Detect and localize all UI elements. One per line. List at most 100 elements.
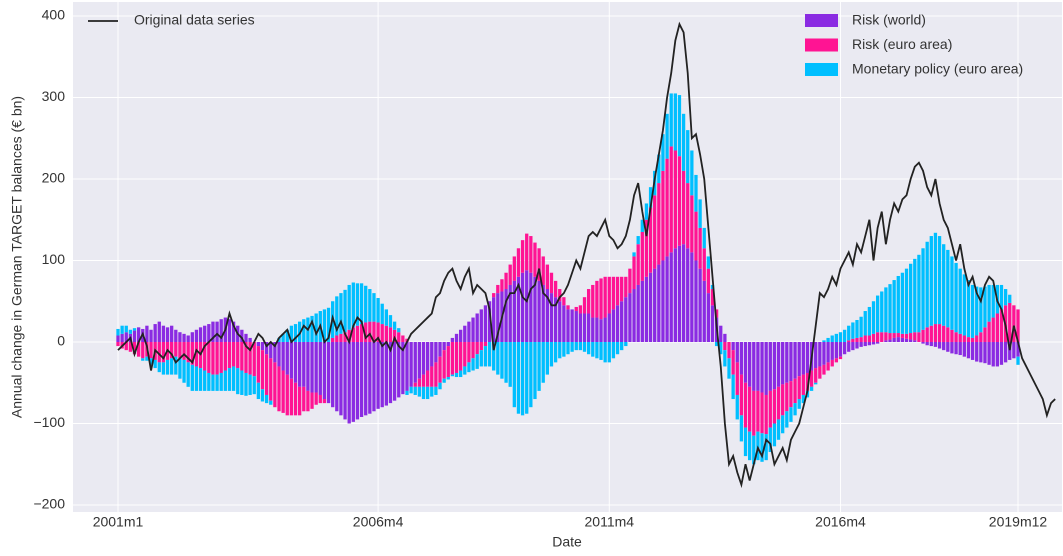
bar — [690, 195, 694, 253]
bar — [161, 342, 166, 363]
bar — [541, 342, 545, 383]
bar — [698, 199, 702, 228]
bar — [702, 248, 706, 281]
bar — [690, 252, 694, 342]
bar — [855, 337, 859, 342]
bar — [566, 342, 570, 355]
bar — [913, 258, 917, 333]
bar — [194, 366, 199, 391]
bar — [508, 342, 512, 387]
bar — [277, 366, 281, 412]
bar — [677, 95, 682, 157]
bar — [442, 342, 446, 351]
legend-swatch — [805, 63, 838, 76]
bar — [657, 264, 661, 342]
bar — [141, 342, 145, 359]
bar — [644, 276, 649, 342]
bar — [748, 386, 752, 432]
bar — [871, 301, 876, 334]
bar — [942, 325, 946, 342]
bar — [975, 342, 979, 362]
bar — [425, 342, 430, 371]
bar — [190, 342, 194, 365]
bar — [871, 342, 876, 345]
bar — [479, 309, 483, 342]
bar — [549, 272, 554, 294]
bar — [215, 342, 219, 375]
bar — [281, 342, 285, 371]
bar — [1016, 342, 1020, 357]
legend-label: Risk (euro area) — [852, 36, 952, 52]
bar — [298, 386, 302, 416]
bar — [331, 342, 335, 408]
bar — [834, 358, 838, 363]
bar — [260, 350, 265, 390]
bar — [409, 342, 413, 387]
bar — [764, 342, 768, 395]
bar — [979, 342, 983, 363]
bar — [397, 328, 401, 333]
bar — [958, 333, 962, 342]
bar — [219, 319, 223, 342]
bar — [921, 342, 925, 344]
bar — [260, 342, 265, 351]
bar — [628, 293, 632, 342]
bar — [962, 274, 966, 336]
bar — [475, 342, 479, 355]
bar — [364, 322, 368, 342]
bar — [397, 342, 401, 398]
bar — [743, 427, 748, 457]
bar — [603, 317, 607, 342]
bar — [454, 372, 459, 378]
bar — [223, 342, 227, 371]
bar — [842, 342, 847, 355]
bar — [838, 342, 843, 357]
bar — [545, 264, 550, 290]
bar — [975, 286, 979, 336]
bar — [723, 333, 727, 342]
bar — [1008, 294, 1012, 303]
bar — [909, 333, 913, 340]
bar — [384, 309, 388, 326]
bar — [231, 321, 236, 342]
bar — [124, 332, 128, 342]
bar — [620, 276, 624, 302]
bar — [533, 342, 537, 400]
bar — [558, 301, 562, 342]
bar — [582, 313, 587, 342]
bar — [706, 256, 711, 269]
bar — [285, 374, 289, 416]
bar — [801, 342, 805, 375]
bar — [863, 311, 867, 336]
bar — [607, 313, 611, 342]
bar — [471, 317, 475, 342]
bar — [797, 376, 801, 400]
bar — [562, 342, 566, 357]
bar — [669, 146, 673, 253]
bar — [987, 284, 991, 322]
bar — [425, 370, 430, 387]
bar — [533, 242, 537, 277]
bar — [582, 342, 587, 352]
bar — [174, 356, 178, 375]
bar — [995, 342, 1000, 367]
bar — [789, 381, 793, 408]
bar — [438, 382, 442, 390]
bar — [388, 342, 393, 404]
bar — [207, 342, 211, 373]
bar — [116, 335, 120, 342]
bar — [999, 309, 1004, 342]
bar — [768, 342, 772, 391]
bar — [219, 372, 223, 391]
bar — [347, 342, 351, 424]
bar — [884, 340, 888, 342]
bar — [847, 340, 851, 342]
bar — [933, 342, 938, 347]
bar — [364, 285, 368, 323]
bar — [248, 337, 252, 342]
bar — [368, 321, 372, 342]
bar — [231, 342, 236, 367]
bar — [632, 256, 636, 290]
bar — [624, 342, 628, 347]
bar — [871, 333, 876, 342]
